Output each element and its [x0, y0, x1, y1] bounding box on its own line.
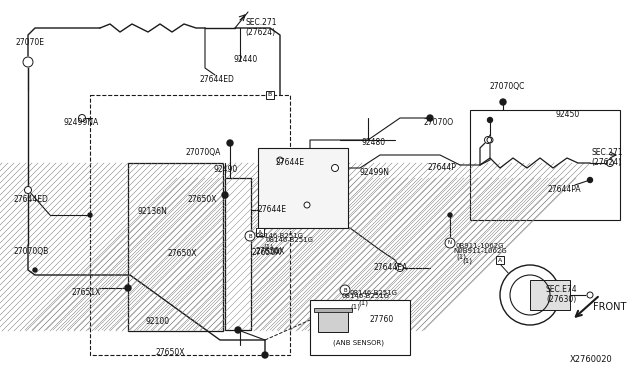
Bar	[90, 95, 290, 355]
Bar	[470, 110, 620, 220]
Circle shape	[24, 186, 31, 193]
Text: 27644ED: 27644ED	[200, 75, 235, 84]
Circle shape	[79, 115, 86, 122]
Text: 92136N: 92136N	[138, 207, 168, 216]
Circle shape	[427, 115, 433, 121]
Text: 08146-B251G: 08146-B251G	[350, 290, 398, 296]
Text: FRONT: FRONT	[593, 302, 627, 312]
Circle shape	[88, 213, 92, 217]
Circle shape	[262, 352, 268, 358]
Text: SEC.271: SEC.271	[591, 148, 623, 157]
Text: 27644E: 27644E	[258, 205, 287, 214]
Text: 27650X: 27650X	[155, 348, 184, 357]
Text: SEC.271: SEC.271	[245, 18, 276, 27]
Text: 27644E: 27644E	[275, 158, 304, 167]
Circle shape	[235, 327, 241, 333]
Circle shape	[340, 285, 350, 295]
Text: 92499N: 92499N	[360, 168, 390, 177]
Text: 27070QC: 27070QC	[490, 82, 525, 91]
Bar	[258, 148, 348, 228]
Text: 08146-B251G: 08146-B251G	[341, 293, 389, 299]
Text: (1): (1)	[350, 303, 360, 310]
Circle shape	[245, 231, 255, 241]
Circle shape	[484, 137, 492, 144]
Bar	[318, 310, 348, 332]
Circle shape	[488, 118, 493, 122]
Circle shape	[304, 202, 310, 208]
Text: N: N	[448, 241, 452, 246]
Bar	[310, 300, 410, 355]
Text: 27644P: 27644P	[427, 163, 456, 172]
Bar	[128, 163, 223, 331]
Text: (1): (1)	[462, 258, 472, 264]
Bar	[496, 256, 504, 264]
Text: (27624): (27624)	[591, 158, 621, 167]
Circle shape	[227, 140, 233, 146]
Circle shape	[588, 177, 593, 183]
Circle shape	[587, 292, 593, 298]
Text: 27644PA: 27644PA	[548, 185, 582, 194]
Circle shape	[448, 213, 452, 217]
Circle shape	[445, 238, 455, 248]
Text: (27624): (27624)	[245, 28, 275, 37]
Circle shape	[607, 160, 614, 167]
Text: 92480: 92480	[362, 138, 386, 147]
Text: B: B	[343, 288, 347, 292]
Text: 27650X: 27650X	[188, 195, 218, 204]
Text: B: B	[248, 234, 252, 238]
Text: 92440: 92440	[234, 55, 259, 64]
Text: SEC.E74: SEC.E74	[546, 285, 578, 294]
Text: A: A	[258, 230, 262, 234]
Text: 27650X: 27650X	[252, 248, 282, 257]
Circle shape	[222, 192, 228, 198]
Text: 27650X: 27650X	[168, 249, 198, 258]
Text: 27070QA: 27070QA	[186, 148, 221, 157]
Text: (1): (1)	[263, 243, 273, 250]
Circle shape	[510, 275, 550, 315]
Text: 27070O: 27070O	[424, 118, 454, 127]
Text: B: B	[268, 93, 272, 97]
Bar	[266, 91, 274, 99]
Text: 92499NA: 92499NA	[63, 118, 99, 127]
Bar	[256, 228, 264, 236]
Text: 08146-B251G: 08146-B251G	[265, 237, 313, 243]
Circle shape	[125, 285, 131, 291]
Text: 92490: 92490	[213, 165, 237, 174]
Text: (27630): (27630)	[546, 295, 576, 304]
Text: 27760: 27760	[370, 315, 394, 324]
Text: 27070QB: 27070QB	[14, 247, 49, 256]
Text: 27644EA: 27644EA	[373, 263, 407, 272]
Text: (1): (1)	[456, 253, 466, 260]
Text: 27651X: 27651X	[72, 288, 101, 297]
Circle shape	[33, 268, 37, 272]
Text: (1): (1)	[358, 300, 368, 307]
Text: 0B911-1062G: 0B911-1062G	[456, 243, 504, 249]
Text: 27070E: 27070E	[15, 38, 44, 47]
Text: 92450: 92450	[556, 110, 580, 119]
Text: (1): (1)	[272, 247, 282, 253]
Text: 92100: 92100	[146, 317, 170, 326]
Bar	[530, 280, 570, 310]
Circle shape	[332, 164, 339, 171]
Circle shape	[500, 265, 560, 325]
Circle shape	[500, 99, 506, 105]
Circle shape	[277, 157, 283, 163]
Text: 27650X: 27650X	[255, 247, 285, 256]
Bar	[225, 178, 251, 330]
Text: 27644ED: 27644ED	[14, 195, 49, 204]
Text: A: A	[498, 257, 502, 263]
Circle shape	[487, 137, 493, 143]
Text: N0B911-1062G: N0B911-1062G	[453, 248, 507, 254]
Bar	[314, 308, 352, 312]
Text: 08146-B251G: 08146-B251G	[255, 233, 303, 239]
Text: X2760020: X2760020	[570, 355, 612, 364]
Text: (ANB SENSOR): (ANB SENSOR)	[333, 340, 384, 346]
Circle shape	[23, 57, 33, 67]
Circle shape	[397, 264, 403, 272]
